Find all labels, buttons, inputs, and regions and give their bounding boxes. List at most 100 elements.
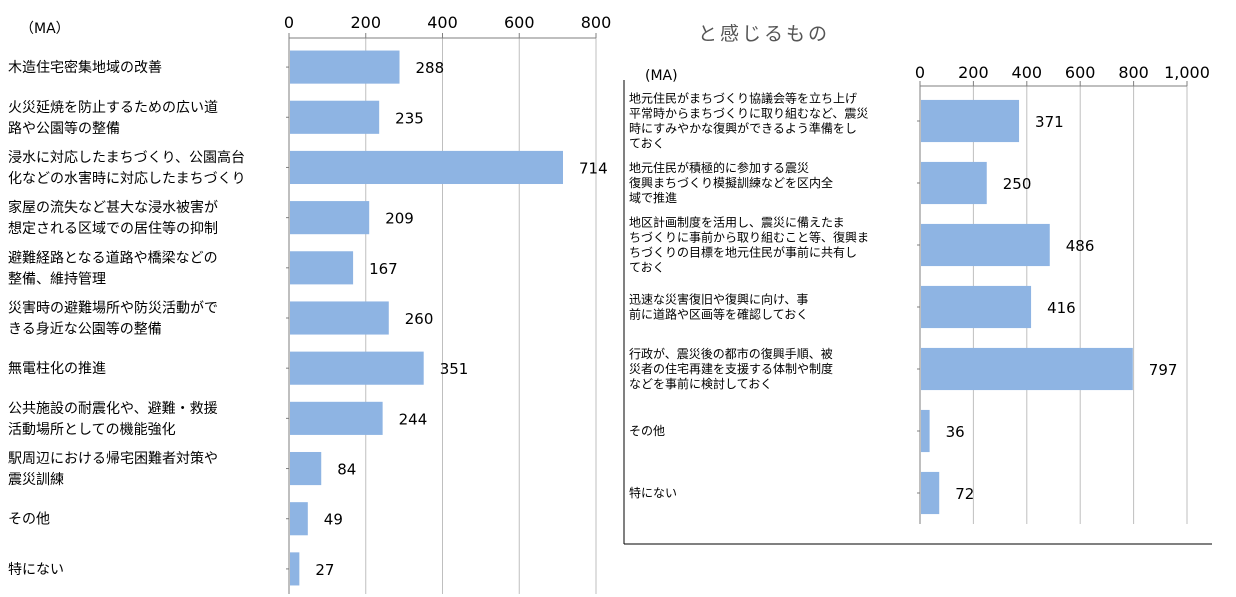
chart1-tick-label: 200 <box>350 13 381 32</box>
chart2-tick-label: 0 <box>915 63 925 82</box>
chart1-tick-label: 600 <box>504 13 535 32</box>
chart1-bar <box>290 552 300 586</box>
chart2-category-line: 復興まちづくり模擬訓練などを区内全 <box>629 175 833 190</box>
chart1-category-label: 木造住宅密集地域の改善 <box>8 59 162 76</box>
chart1-category-label: 公共施設の耐震化や、避難・救援活動場所としての機能強化 <box>8 401 218 438</box>
chart2-category-line: ちづくりの目標を地元住民が事前に共有し <box>629 245 857 260</box>
chart2-value-label: 486 <box>1066 237 1095 255</box>
chart1-bar <box>290 100 380 134</box>
chart1-value-label: 84 <box>337 461 356 479</box>
chart1-category-line: 特にない <box>8 562 64 578</box>
chart2-bar <box>921 223 1050 267</box>
chart1-value-label: 288 <box>416 59 445 77</box>
chart2-category-line: ておく <box>629 137 665 151</box>
chart2-category-label: 地元住民が積極的に参加する震災復興まちづくり模擬訓練などを区内全域で推進 <box>629 160 833 205</box>
chart1-category-line: 無電柱化の推進 <box>8 361 106 377</box>
chart1-value-label: 244 <box>399 410 428 428</box>
chart1-value-label: 167 <box>369 260 398 278</box>
chart1-category-line: 活動場所としての機能強化 <box>8 422 176 438</box>
chart1-value-label: 209 <box>385 210 414 228</box>
chart2-category-line: 災者の住宅再建を支援する体制や制度 <box>629 361 833 376</box>
chart2-category-line: その他 <box>629 424 665 438</box>
chart1-category-label: 駅周辺における帰宅困難者対策や震災訓練 <box>8 450 218 488</box>
chart1-category-line: 駅周辺における帰宅困難者対策や <box>8 450 218 467</box>
chart2-tick-label: 1,000 <box>1164 63 1210 82</box>
chart1-value-label: 235 <box>395 109 424 127</box>
chart2-category-line: 時にすみやかな復興ができるよう準備をし <box>629 121 857 136</box>
chart2-value-label: 36 <box>946 423 965 441</box>
chart1-category-line: 化などの水害時に対応したまちづくり <box>8 171 246 187</box>
chart1-category-line: 想定される区域での居住等の抑制 <box>8 220 218 237</box>
chart1-category-line: 家屋の流失など甚大な浸水被害が <box>8 199 218 216</box>
chart2-title: と感じるもの <box>698 23 830 45</box>
chart1-bar <box>290 201 370 235</box>
chart1-bar <box>290 401 383 435</box>
chart1-tick-label: 400 <box>427 13 458 32</box>
chart2-value-label: 797 <box>1149 361 1178 379</box>
chart2-bar <box>921 409 930 453</box>
chart2: 0 200 400 600 800 1,000 (MA) 371 地元住民がまちづくり協議会等を… <box>623 63 1212 545</box>
chart1-category-line: 災害時の避難場所や防災活動がで <box>8 301 218 317</box>
chart1-category-line: 震災訓練 <box>8 472 64 488</box>
chart1-category-label: 特にない <box>8 562 64 578</box>
chart1-value-label: 27 <box>315 561 334 579</box>
chart1-category-line: きる身近な公園等の整備 <box>8 321 162 338</box>
chart2-category-label: 地元住民がまちづくり協議会等を立ち上げ平常時からまちづくりに取り組むなど、震災時… <box>629 91 868 151</box>
chart2-category-line: ちづくりに事前から取り組むこと等、復興ま <box>629 230 869 245</box>
chart1-category-label: 避難経路となる道路や橋梁などの整備、維持管理 <box>8 250 218 287</box>
chart1-bar <box>290 351 424 385</box>
chart1-category-line: 木造住宅密集地域の改善 <box>8 59 162 76</box>
chart2-bar <box>921 347 1133 391</box>
chart2-category-line: 平常時からまちづくりに取り組むなど、震災 <box>629 107 868 121</box>
chart2-unit-label: (MA) <box>645 68 678 84</box>
chart1-tick-label: 800 <box>581 13 612 32</box>
chart2-category-line: 迅速な災害復旧や復興に向け、事 <box>629 292 808 307</box>
chart1-category-label: 災害時の避難場所や防災活動ができる身近な公園等の整備 <box>8 301 218 338</box>
chart2-category-label: 迅速な災害復旧や復興に向け、事前に道路や区画等を確認しておく <box>629 292 808 322</box>
chart1-bar <box>290 451 322 486</box>
chart2-category-label: その他 <box>629 424 665 438</box>
chart1-category-line: 避難経路となる道路や橋梁などの <box>8 250 218 266</box>
chart1-category-line: 整備、維持管理 <box>8 271 106 287</box>
chart2-category-line: 前に道路や区画等を確認しておく <box>629 307 808 322</box>
chart1-unit-label: （MA） <box>20 21 70 37</box>
chart2-bar <box>921 285 1032 329</box>
chart1-category-line: 火災延焼を防止するための広い道 <box>8 100 218 116</box>
chart1-value-label: 714 <box>579 159 608 177</box>
chart2-value-label: 371 <box>1035 113 1064 131</box>
chart2-value-label: 250 <box>1003 175 1032 193</box>
chart1-bar <box>290 150 563 185</box>
chart2-value-label: 72 <box>955 485 974 503</box>
chart2-bar <box>921 471 940 515</box>
chart2-category-line: 行政が、震災後の都市の復興手順、被 <box>629 346 833 361</box>
chart1-value-label: 351 <box>440 360 469 378</box>
chart2-category-line: 特にない <box>629 485 677 500</box>
chart2-tick-label: 200 <box>958 63 989 82</box>
chart1: 0 200 400 600 800 （MA） 288 木造住宅密集地域の改善 235 火災延焼を防… <box>8 13 611 594</box>
chart1-category-label: 無電柱化の推進 <box>8 361 106 377</box>
chart1-bar <box>290 251 354 285</box>
chart2-category-line: 地元住民が積極的に参加する震災 <box>629 160 809 175</box>
chart2-tick-label: 600 <box>1065 63 1096 82</box>
chart1-category-label: その他 <box>8 512 50 528</box>
chart2-tick-label: 800 <box>1118 63 1149 82</box>
chart1-category-label: 家屋の流失など甚大な浸水被害が想定される区域での居住等の抑制 <box>8 199 218 237</box>
chart2-tick-label: 400 <box>1012 63 1043 82</box>
chart1-category-label: 浸水に対応したまちづくり、公園高台化などの水害時に対応したまちづくり <box>8 149 246 187</box>
chart2-category-line: などを事前に検討しておく <box>629 376 772 391</box>
chart1-category-line: 公共施設の耐震化や、避難・救援 <box>8 401 218 417</box>
chart2-category-label: 特にない <box>629 485 677 500</box>
chart1-value-label: 260 <box>405 310 434 328</box>
chart1-bar <box>290 50 400 84</box>
chart2-bar <box>921 99 1020 143</box>
chart2-category-line: 地元住民がまちづくり協議会等を立ち上げ <box>629 91 857 106</box>
chart1-category-line: 浸水に対応したまちづくり、公園高台 <box>8 149 245 166</box>
chart2-category-label: 行政が、震災後の都市の復興手順、被災者の住宅再建を支援する体制や制度などを事前に… <box>629 346 833 391</box>
chart1-bar <box>290 502 308 536</box>
chart1-category-label: 火災延焼を防止するための広い道路や公園等の整備 <box>8 100 218 137</box>
chart1-value-label: 49 <box>324 511 343 529</box>
chart1-tick-label: 0 <box>284 13 294 32</box>
chart2-category-label: 地区計画制度を活用し、震災に備えたまちづくりに事前から取り組むこと等、復興まちづ… <box>629 215 869 275</box>
chart1-category-line: その他 <box>8 512 50 528</box>
